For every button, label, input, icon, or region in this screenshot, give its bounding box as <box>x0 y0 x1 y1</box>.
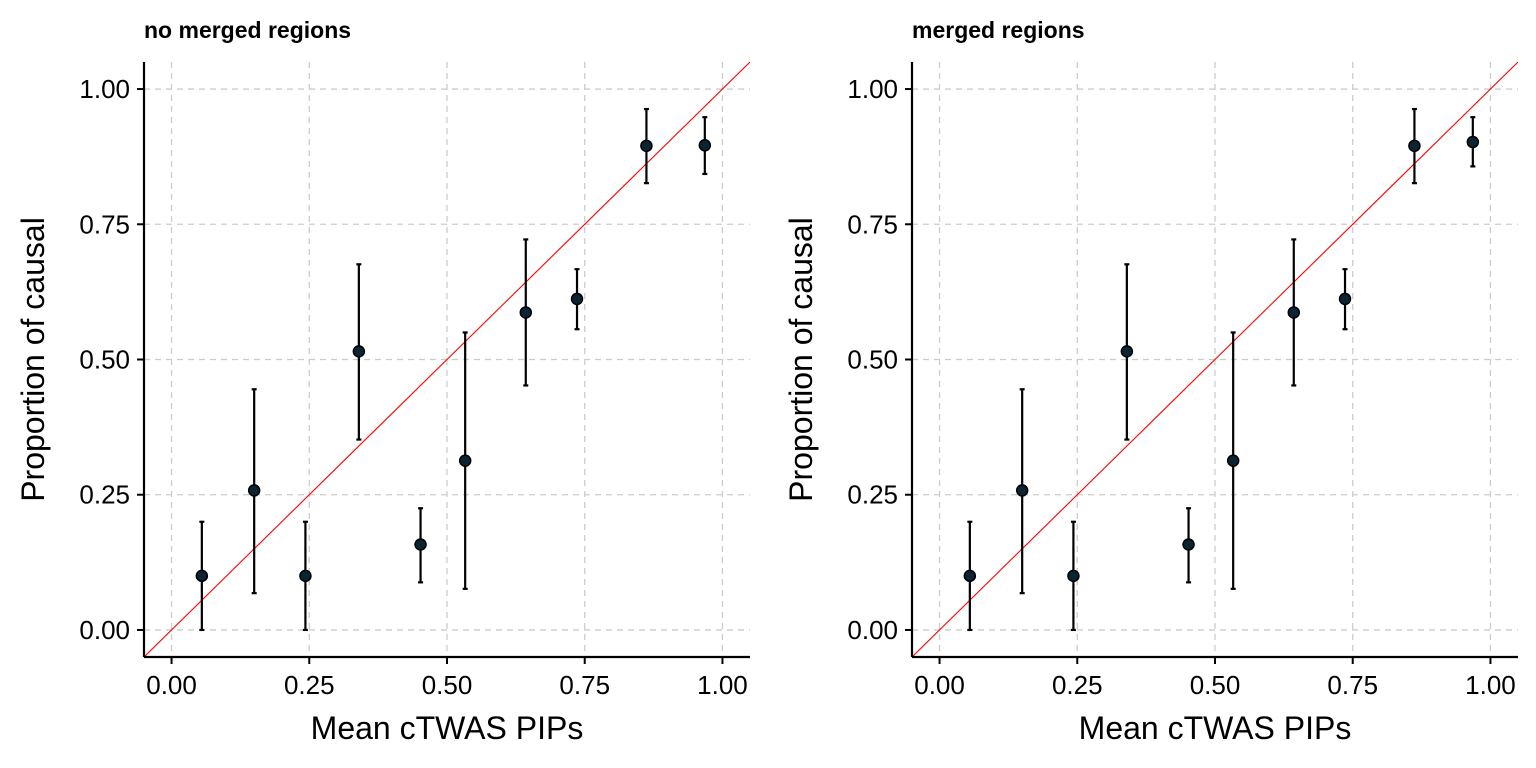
data-point <box>247 484 261 497</box>
y-tick-label: 0.50 <box>847 345 898 375</box>
y-tick-label: 0.00 <box>79 615 130 645</box>
data-point <box>414 538 427 551</box>
data-point <box>640 139 653 153</box>
x-tick-label: 1.00 <box>697 670 748 700</box>
x-tick-label: 0.00 <box>146 670 197 700</box>
data-point <box>1287 306 1301 319</box>
y-tick-label: 1.00 <box>79 74 130 104</box>
y-tick-label: 0.00 <box>847 615 898 645</box>
y-tick-label: 0.75 <box>847 209 898 239</box>
data-point <box>299 569 312 583</box>
y-tick-label: 0.25 <box>847 480 898 510</box>
panel-title: no merged regions <box>144 17 351 43</box>
x-tick-label: 0.25 <box>284 670 335 700</box>
data-point <box>1182 538 1195 551</box>
reference-line-y-equals-x <box>144 62 750 657</box>
data-point <box>1338 292 1352 306</box>
data-point <box>1226 454 1240 467</box>
data-point <box>352 345 366 358</box>
y-tick-label: 0.25 <box>79 480 130 510</box>
data-point <box>519 306 533 319</box>
x-tick-label: 0.75 <box>559 670 610 700</box>
x-tick-label: 0.50 <box>1190 670 1241 700</box>
x-tick-label: 0.25 <box>1052 670 1103 700</box>
data-point <box>1067 569 1080 583</box>
y-tick-label: 0.50 <box>79 345 130 375</box>
x-axis-title: Mean cTWAS PIPs <box>311 710 584 746</box>
data-point <box>458 454 472 467</box>
y-tick-label: 0.75 <box>79 209 130 239</box>
data-point <box>1120 345 1134 358</box>
data-point <box>1466 135 1480 149</box>
x-tick-label: 0.75 <box>1327 670 1378 700</box>
y-tick-label: 1.00 <box>847 74 898 104</box>
x-tick-label: 0.00 <box>914 670 965 700</box>
data-point <box>195 569 209 583</box>
y-axis-title: Proportion of causal <box>15 217 51 502</box>
x-axis-title: Mean cTWAS PIPs <box>1079 710 1352 746</box>
x-tick-label: 0.50 <box>422 670 473 700</box>
data-point <box>698 139 712 152</box>
y-axis-title: Proportion of causal <box>783 217 819 502</box>
data-point <box>570 292 584 306</box>
reference-line-y-equals-x <box>912 62 1518 657</box>
data-point <box>963 569 977 583</box>
panel-no-merged-regions: 0.00 0.25 0.50 0.75 1.00 0.00 0.25 0.50 0.75 1.00… <box>15 17 750 746</box>
panel-merged-regions: 0.00 0.25 0.50 0.75 1.00 0.00 0.25 0.50 0.75 1.00… <box>783 17 1518 746</box>
data-point <box>1015 484 1029 497</box>
panel-title: merged regions <box>912 17 1085 43</box>
data-point <box>1408 139 1421 153</box>
x-tick-label: 1.00 <box>1465 670 1516 700</box>
